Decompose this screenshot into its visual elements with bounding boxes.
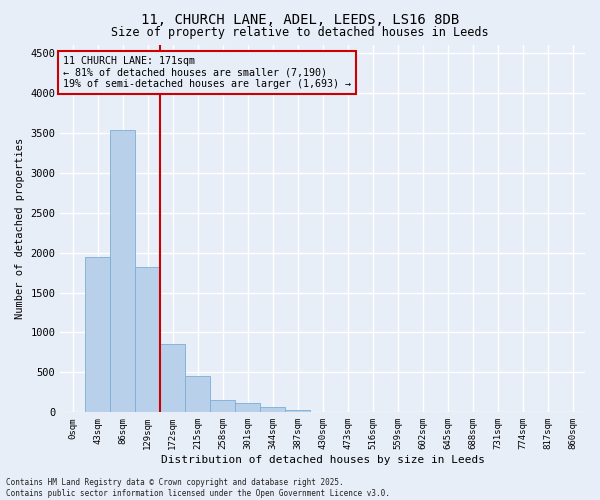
X-axis label: Distribution of detached houses by size in Leeds: Distribution of detached houses by size … bbox=[161, 455, 485, 465]
Bar bbox=[136, 267, 160, 412]
Bar bbox=[285, 410, 310, 412]
Text: Size of property relative to detached houses in Leeds: Size of property relative to detached ho… bbox=[111, 26, 489, 39]
Bar bbox=[210, 400, 235, 412]
Bar bbox=[160, 344, 185, 412]
Bar bbox=[235, 403, 260, 412]
Y-axis label: Number of detached properties: Number of detached properties bbox=[15, 138, 25, 320]
Bar bbox=[85, 256, 110, 412]
Text: 11 CHURCH LANE: 171sqm
← 81% of detached houses are smaller (7,190)
19% of semi-: 11 CHURCH LANE: 171sqm ← 81% of detached… bbox=[63, 56, 351, 89]
Bar bbox=[110, 130, 136, 412]
Bar bbox=[260, 406, 285, 412]
Bar bbox=[185, 376, 210, 412]
Text: 11, CHURCH LANE, ADEL, LEEDS, LS16 8DB: 11, CHURCH LANE, ADEL, LEEDS, LS16 8DB bbox=[141, 12, 459, 26]
Text: Contains HM Land Registry data © Crown copyright and database right 2025.
Contai: Contains HM Land Registry data © Crown c… bbox=[6, 478, 390, 498]
